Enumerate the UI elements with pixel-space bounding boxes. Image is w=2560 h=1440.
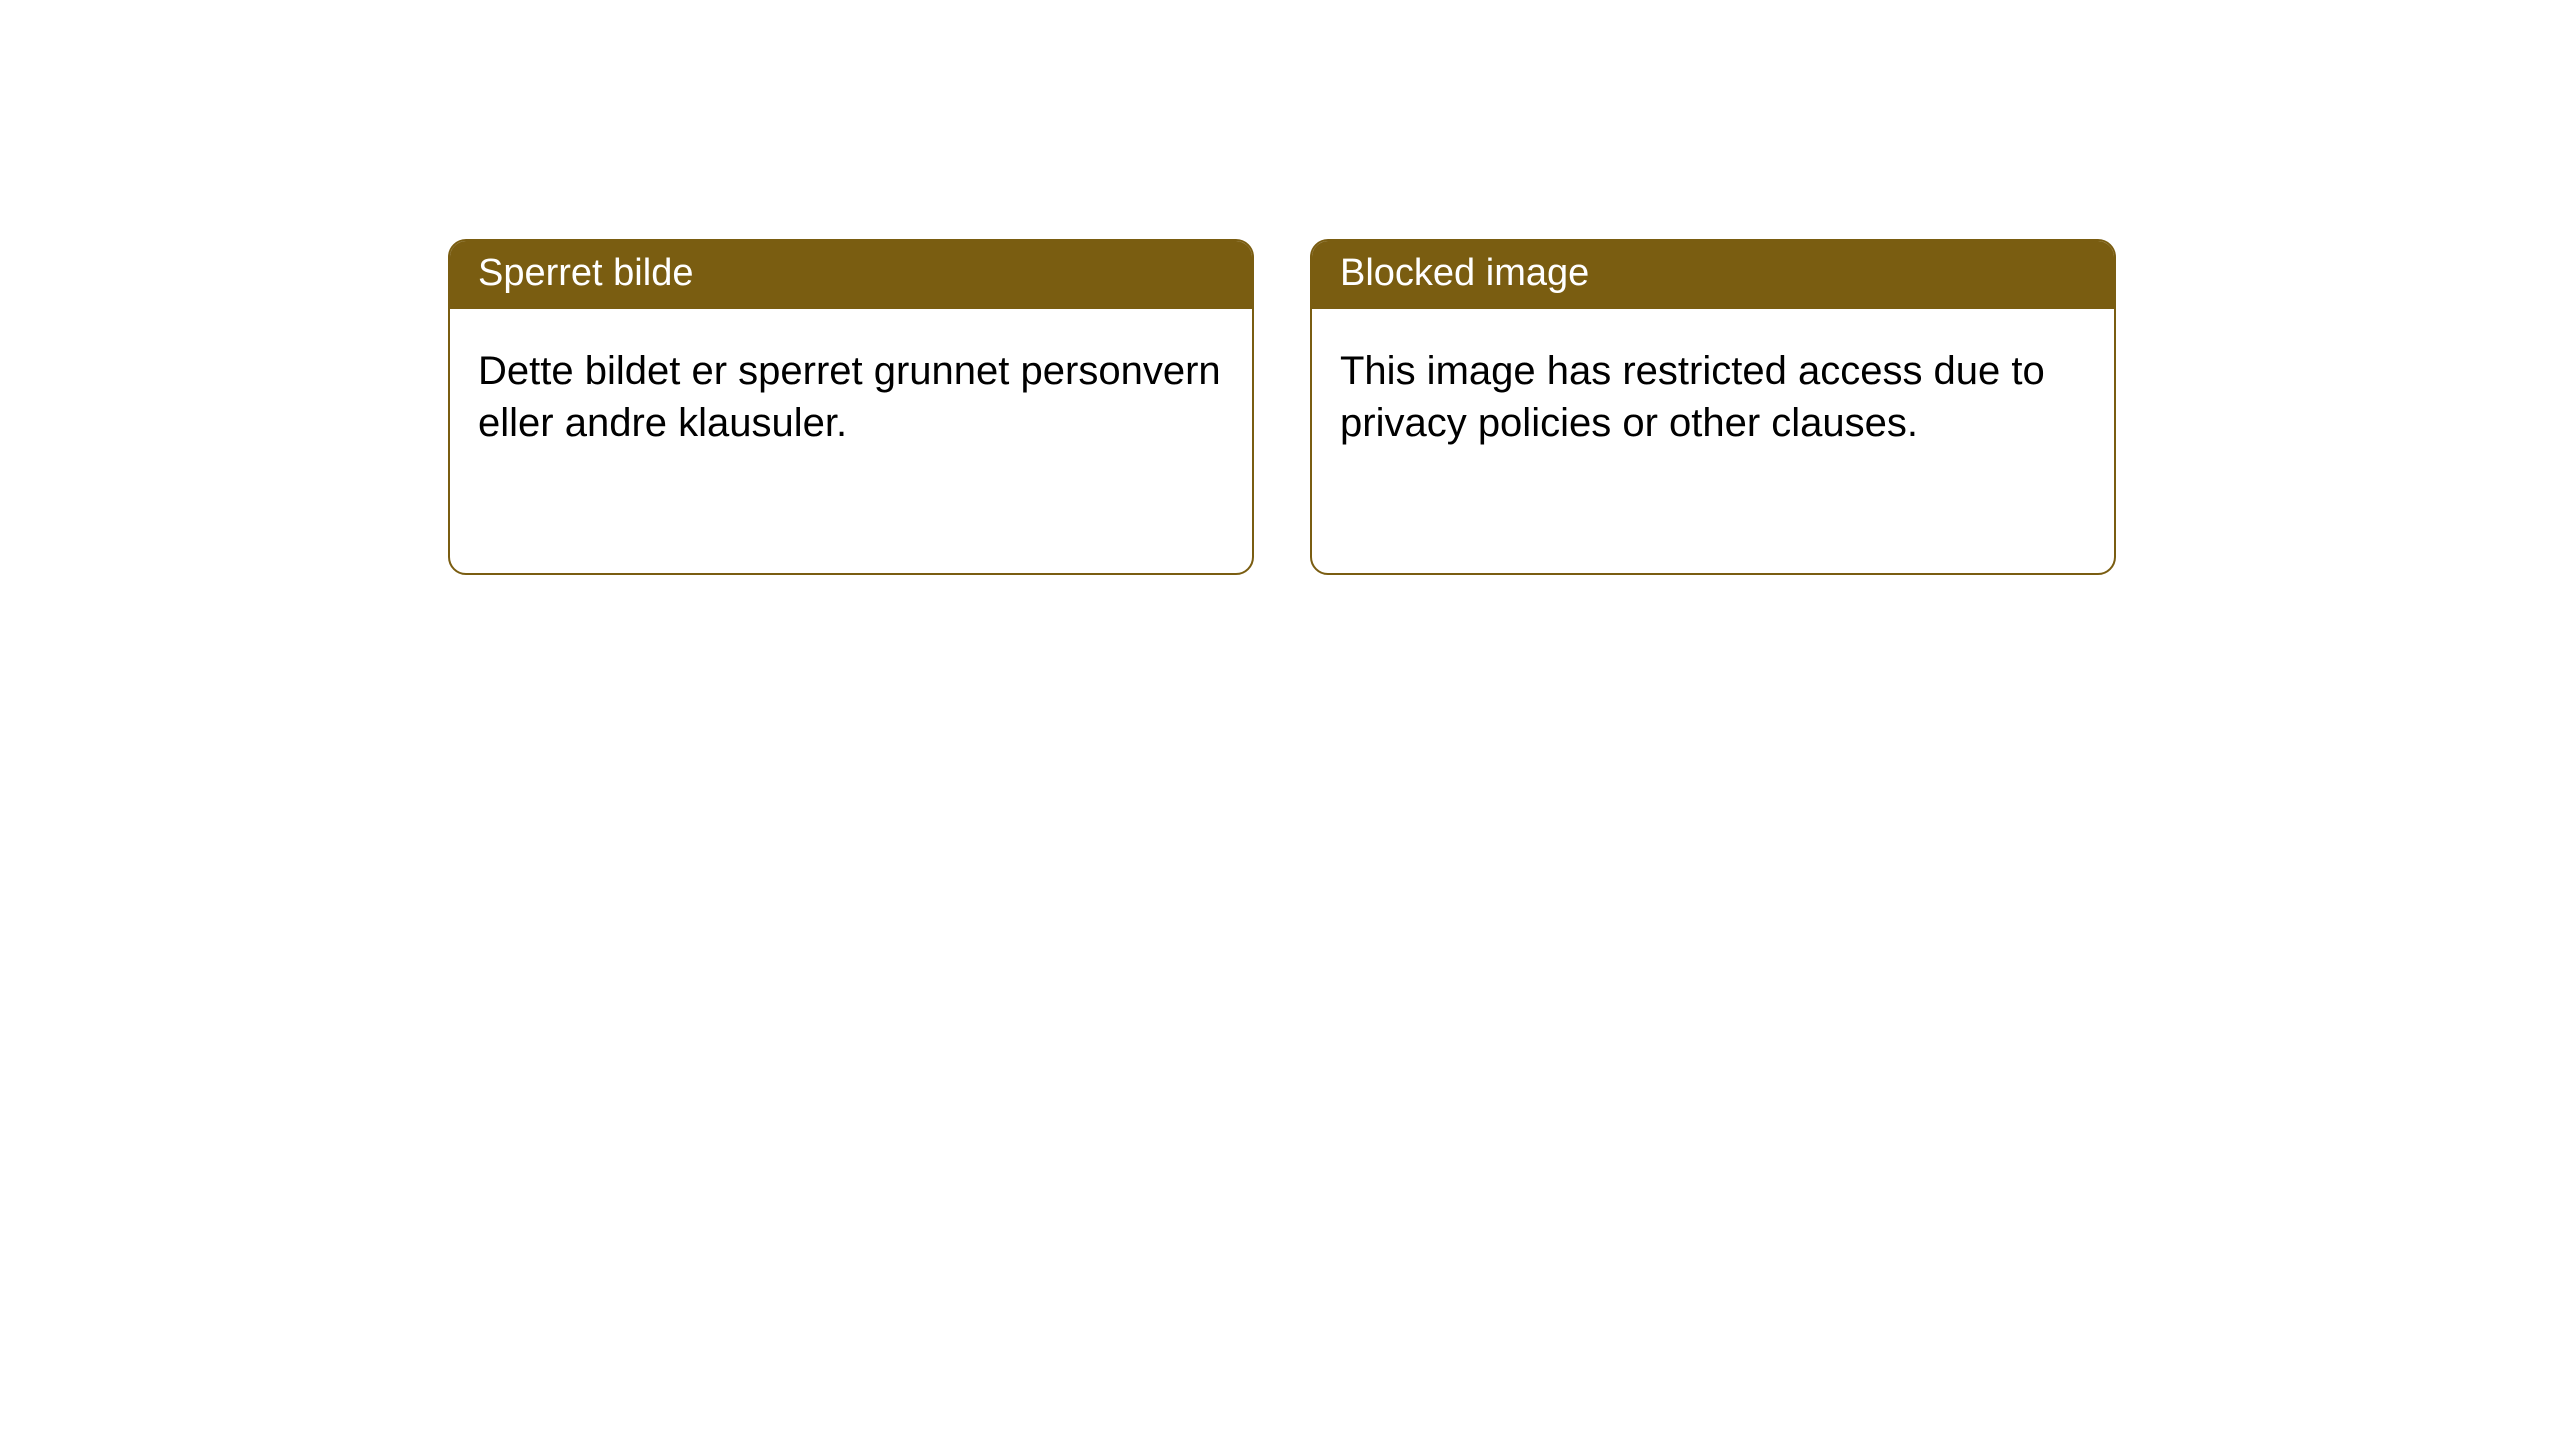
card-body-no: Dette bildet er sperret grunnet personve… <box>450 309 1252 487</box>
card-header-en: Blocked image <box>1312 241 2114 309</box>
card-body-en: This image has restricted access due to … <box>1312 309 2114 487</box>
notice-cards-container: Sperret bilde Dette bildet er sperret gr… <box>0 0 2560 575</box>
card-header-no: Sperret bilde <box>450 241 1252 309</box>
blocked-image-card-no: Sperret bilde Dette bildet er sperret gr… <box>448 239 1254 575</box>
blocked-image-card-en: Blocked image This image has restricted … <box>1310 239 2116 575</box>
